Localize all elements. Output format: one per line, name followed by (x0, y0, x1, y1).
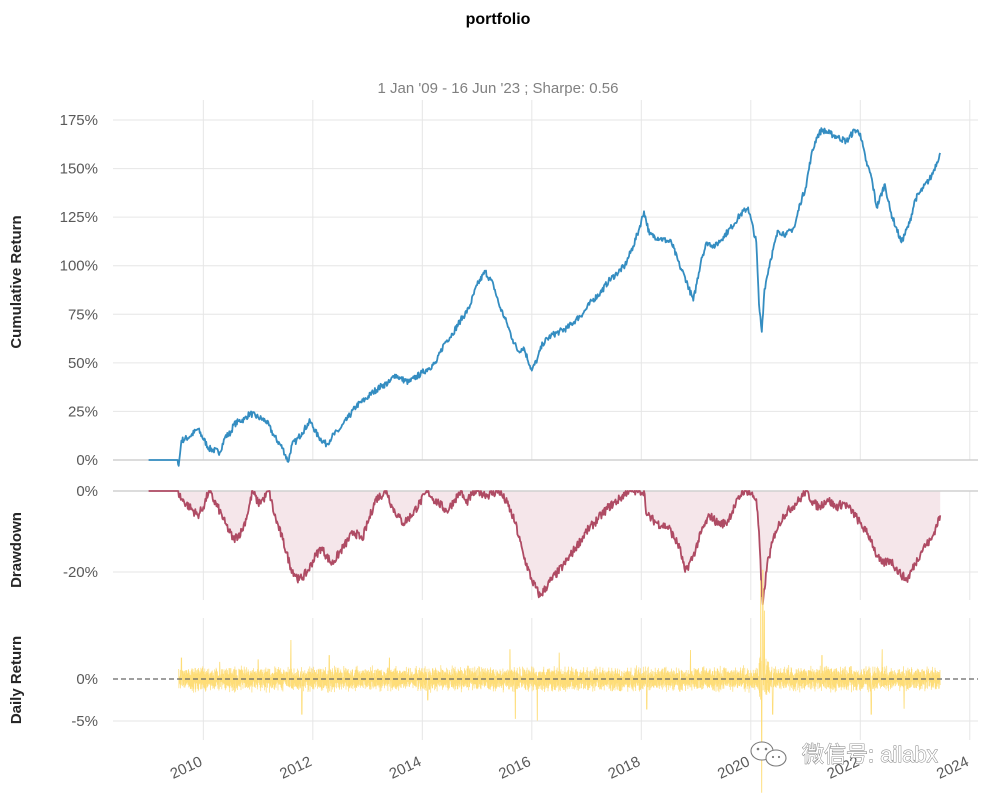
x-tick-label: 2020 (715, 753, 752, 783)
y-tick-label: 0% (76, 671, 98, 688)
y-tick-label: 0% (76, 452, 98, 469)
x-tick-label: 2012 (277, 753, 314, 783)
y-tick-label: -5% (71, 713, 98, 730)
y-tick-label: 175% (60, 112, 98, 129)
y-tick-label: -20% (63, 564, 98, 581)
y-tick-label: 25% (68, 403, 98, 420)
daily-return-y-ticks: 0% -5% (71, 671, 98, 730)
y-tick-label: 100% (60, 258, 98, 275)
daily-return-ylabel: Daily Return (8, 636, 25, 724)
cumulative-return-panel: 0% 25% 50% 75% 100% 125% 150% 175% Cumulative R… (8, 112, 978, 469)
chart-subtitle: 1 Jan '09 - 16 Jun '23 ; Sharpe: 0.56 (378, 80, 619, 97)
x-tick-label: 2016 (496, 753, 533, 783)
drawdown-line (148, 490, 942, 606)
x-tick-label: 2010 (168, 753, 205, 783)
wechat-icon (750, 741, 787, 767)
cumulative-return-ylabel: Cumulative Return (8, 215, 25, 348)
drawdown-panel: 0% -20% Drawdown (8, 483, 978, 606)
y-tick-label: 50% (68, 355, 98, 372)
x-tick-label: 2024 (934, 753, 971, 783)
drawdown-y-ticks: 0% -20% (63, 483, 98, 581)
cumulative-return-gridlines (113, 119, 978, 412)
x-tick-label: 2018 (606, 753, 643, 783)
drawdown-ylabel: Drawdown (8, 512, 25, 588)
x-tick-label: 2014 (387, 753, 424, 783)
vertical-gridlines (202, 100, 971, 740)
daily-return-bars (178, 569, 941, 793)
watermark-text: 微信号: ailabx (802, 742, 938, 767)
cumulative-return-y-ticks: 0% 25% 50% 75% 100% 125% 150% 175% (60, 112, 98, 469)
y-tick-label: 0% (76, 483, 98, 500)
y-tick-label: 125% (60, 209, 98, 226)
daily-return-panel: 0% -5% Daily Return (8, 569, 978, 793)
y-tick-label: 75% (68, 306, 98, 323)
watermark: 微信号: ailabx (750, 741, 938, 767)
drawdown-area (148, 491, 941, 605)
y-tick-label: 150% (60, 161, 98, 178)
chart-title: portfolio (466, 11, 531, 28)
cumulative-return-line (148, 127, 942, 467)
